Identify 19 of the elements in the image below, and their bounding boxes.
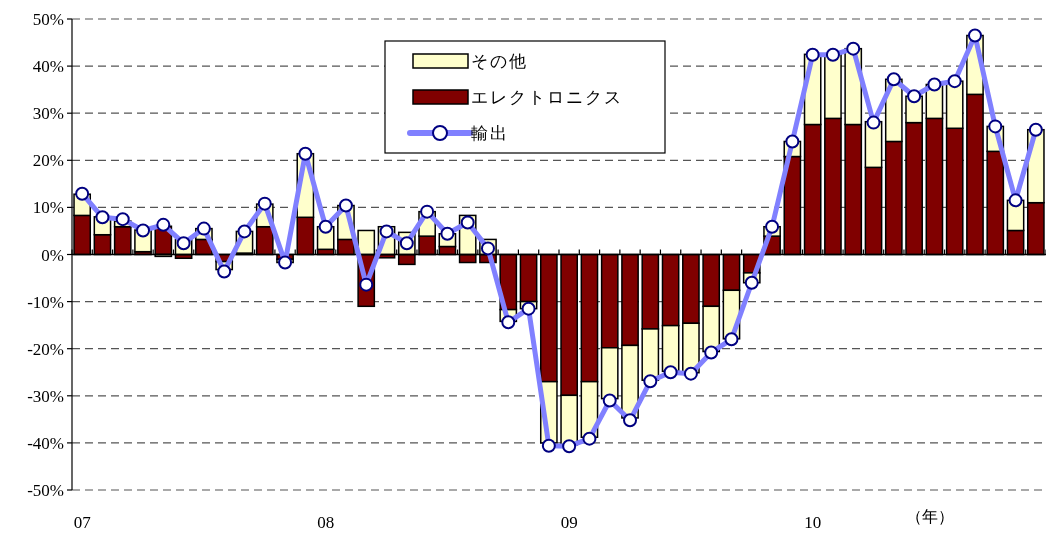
y-tick-label: -10%: [27, 292, 64, 312]
legend-label: エレクトロニクス: [471, 88, 623, 107]
y-tick-label: -20%: [27, 339, 64, 359]
x-tick-label: 08: [317, 513, 335, 532]
legend-label: 輸出: [471, 124, 509, 143]
y-tick-label: -40%: [27, 433, 64, 453]
y-tick-label: -50%: [27, 481, 64, 500]
y-tick-label: 10%: [32, 198, 64, 218]
x-axis-title: （年）: [906, 508, 954, 525]
y-tick-label: 40%: [32, 57, 64, 77]
y-tick-label: -30%: [27, 386, 64, 406]
x-tick-label: 07: [73, 513, 92, 532]
y-tick-label: 0%: [41, 245, 64, 265]
y-tick-label: 50%: [32, 10, 64, 29]
x-tick-label: 10: [804, 513, 822, 532]
y-tick-label: 30%: [32, 104, 64, 124]
legend-label: その他: [471, 52, 528, 71]
y-tick-label: 20%: [32, 151, 64, 171]
x-tick-label: 09: [560, 513, 578, 532]
